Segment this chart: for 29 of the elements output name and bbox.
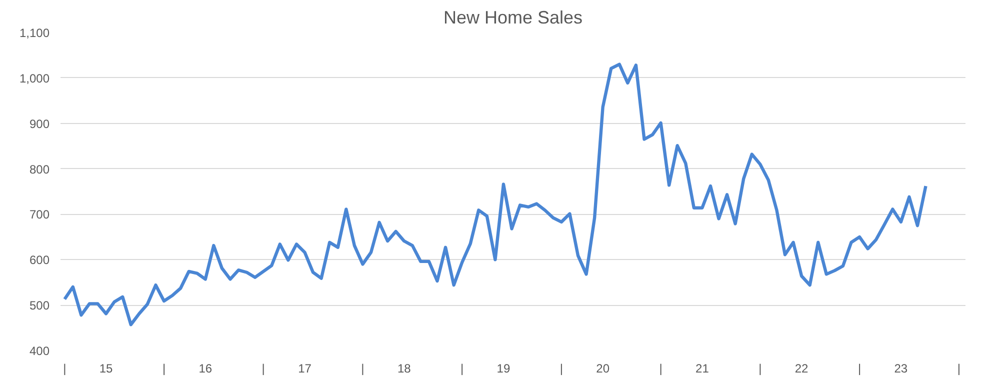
chart-title: New Home Sales <box>443 8 583 28</box>
x-tick-label: | <box>758 362 762 376</box>
x-tick-label: | <box>858 362 862 376</box>
y-tick-label: 900 <box>29 116 50 131</box>
x-tick-label: 23 <box>894 362 908 376</box>
y-tick-label: 500 <box>29 298 50 313</box>
y-tick-label: 800 <box>29 162 50 176</box>
x-tick-label: | <box>361 362 364 376</box>
x-tick-label: | <box>957 362 960 376</box>
x-tick-label: 20 <box>596 362 610 376</box>
y-tick-label: 400 <box>29 344 50 358</box>
x-tick-label: 15 <box>99 362 114 376</box>
x-tick-label: | <box>560 362 564 376</box>
x-tick-label: 16 <box>198 362 212 376</box>
x-tick-label: 19 <box>496 362 510 376</box>
y-tick-label: 1,100 <box>19 26 50 40</box>
x-tick-label: 18 <box>397 362 412 376</box>
x-tick-label: | <box>162 362 166 376</box>
y-tick-label: 1,000 <box>19 71 50 86</box>
y-tick-label: 700 <box>29 208 50 222</box>
x-tick-label: 22 <box>794 362 809 376</box>
x-tick-label: 17 <box>298 362 312 376</box>
line-series <box>63 62 928 326</box>
x-tick-label: | <box>460 362 464 376</box>
y-tick-label: 600 <box>29 253 50 268</box>
x-tick-label: 21 <box>696 362 710 376</box>
x-tick-label: | <box>262 362 265 376</box>
x-tick-label: | <box>659 362 662 376</box>
x-tick-label: | <box>63 362 66 376</box>
